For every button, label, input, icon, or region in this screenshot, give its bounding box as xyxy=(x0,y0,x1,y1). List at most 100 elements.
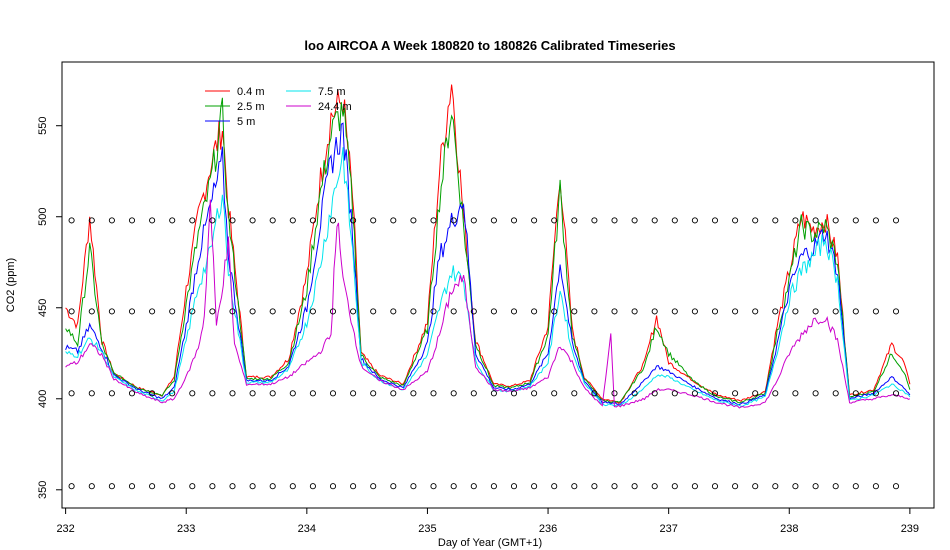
marker-point xyxy=(108,483,115,490)
marker-point xyxy=(169,483,176,490)
marker-point xyxy=(189,308,196,315)
marker-point xyxy=(571,217,578,224)
marker-point xyxy=(732,483,739,490)
marker-point xyxy=(490,390,497,397)
marker-point xyxy=(671,217,678,224)
marker-point xyxy=(711,217,719,224)
series-line-5-m xyxy=(65,122,911,406)
marker-point xyxy=(128,390,136,397)
marker-point xyxy=(892,483,900,490)
series-line-2-5-m xyxy=(65,97,911,404)
y-tick-label: 350 xyxy=(37,481,49,499)
marker-point xyxy=(88,217,95,224)
marker-point xyxy=(611,483,618,490)
marker-point xyxy=(289,483,296,490)
marker-point xyxy=(752,217,759,224)
marker-point xyxy=(169,217,176,224)
marker-point xyxy=(732,308,739,315)
marker-point xyxy=(68,217,75,224)
marker-point xyxy=(832,483,839,490)
marker-point xyxy=(872,390,879,397)
marker-point xyxy=(88,308,95,315)
x-tick-label: 232 xyxy=(56,523,74,535)
marker-point xyxy=(531,483,538,490)
marker-point xyxy=(390,308,397,315)
marker-point xyxy=(430,390,437,397)
marker-point xyxy=(108,390,115,397)
marker-point xyxy=(470,308,477,315)
marker-point xyxy=(892,217,900,224)
marker-point xyxy=(209,483,216,490)
marker-point xyxy=(289,390,296,397)
marker-point xyxy=(309,308,316,315)
marker-point xyxy=(410,483,417,490)
marker-point xyxy=(852,390,859,397)
marker-point xyxy=(531,308,538,315)
marker-point xyxy=(169,390,176,397)
marker-point xyxy=(892,390,900,397)
marker-point xyxy=(591,217,598,224)
marker-point xyxy=(309,483,316,490)
chart-title: loo AIRCOA A Week 180820 to 180826 Calib… xyxy=(304,38,675,53)
legend: 0.4 m 2.5 m 5 m 7.5 m 24.4 m xyxy=(205,86,352,128)
y-axis-label: CO2 (ppm) xyxy=(5,258,17,312)
marker-point xyxy=(772,390,779,397)
marker-point xyxy=(350,390,357,397)
marker-point xyxy=(450,483,457,490)
marker-point xyxy=(510,308,518,315)
marker-point xyxy=(752,483,759,490)
marker-point xyxy=(229,308,236,315)
marker-point xyxy=(149,483,156,490)
marker-point xyxy=(651,390,658,397)
marker-point xyxy=(671,483,678,490)
marker-point xyxy=(390,390,397,397)
marker-point xyxy=(269,217,276,224)
marker-point xyxy=(450,390,457,397)
y-tick-label: 500 xyxy=(37,208,49,226)
marker-point xyxy=(551,308,558,315)
marker-point xyxy=(872,217,879,224)
marker-point xyxy=(189,390,196,397)
marker-point xyxy=(611,308,618,315)
marker-layer xyxy=(68,217,900,490)
marker-point xyxy=(410,390,417,397)
legend-label: 5 m xyxy=(237,116,255,128)
marker-point xyxy=(490,217,497,224)
marker-point xyxy=(611,217,618,224)
marker-point xyxy=(812,308,819,315)
marker-point xyxy=(88,390,95,397)
x-tick-label: 233 xyxy=(177,523,195,535)
marker-point xyxy=(189,217,196,224)
x-tick-label: 239 xyxy=(901,523,919,535)
marker-point xyxy=(752,390,759,397)
marker-point xyxy=(510,483,518,490)
y-axis: 350 400 450 500 550 xyxy=(37,117,62,499)
marker-point xyxy=(350,308,357,315)
marker-point xyxy=(772,483,779,490)
marker-point xyxy=(510,217,518,224)
series-line-24-4-m xyxy=(65,199,911,409)
y-tick-label: 550 xyxy=(37,117,49,135)
series-line-7-5-m xyxy=(65,147,911,407)
marker-point xyxy=(329,217,337,224)
marker-point xyxy=(691,308,698,315)
marker-point xyxy=(249,217,256,224)
marker-point xyxy=(792,390,799,397)
marker-point xyxy=(792,483,799,490)
marker-point xyxy=(812,483,819,490)
marker-point xyxy=(671,308,678,315)
marker-point xyxy=(571,308,578,315)
marker-point xyxy=(108,308,115,315)
marker-point xyxy=(390,483,397,490)
marker-point xyxy=(571,390,578,397)
marker-point xyxy=(631,217,638,224)
marker-point xyxy=(571,483,578,490)
marker-point xyxy=(732,217,739,224)
marker-point xyxy=(651,308,658,315)
marker-point xyxy=(470,390,477,397)
marker-point xyxy=(591,483,598,490)
marker-point xyxy=(269,483,276,490)
marker-point xyxy=(852,217,859,224)
legend-label: 7.5 m xyxy=(318,86,346,98)
marker-point xyxy=(792,308,799,315)
